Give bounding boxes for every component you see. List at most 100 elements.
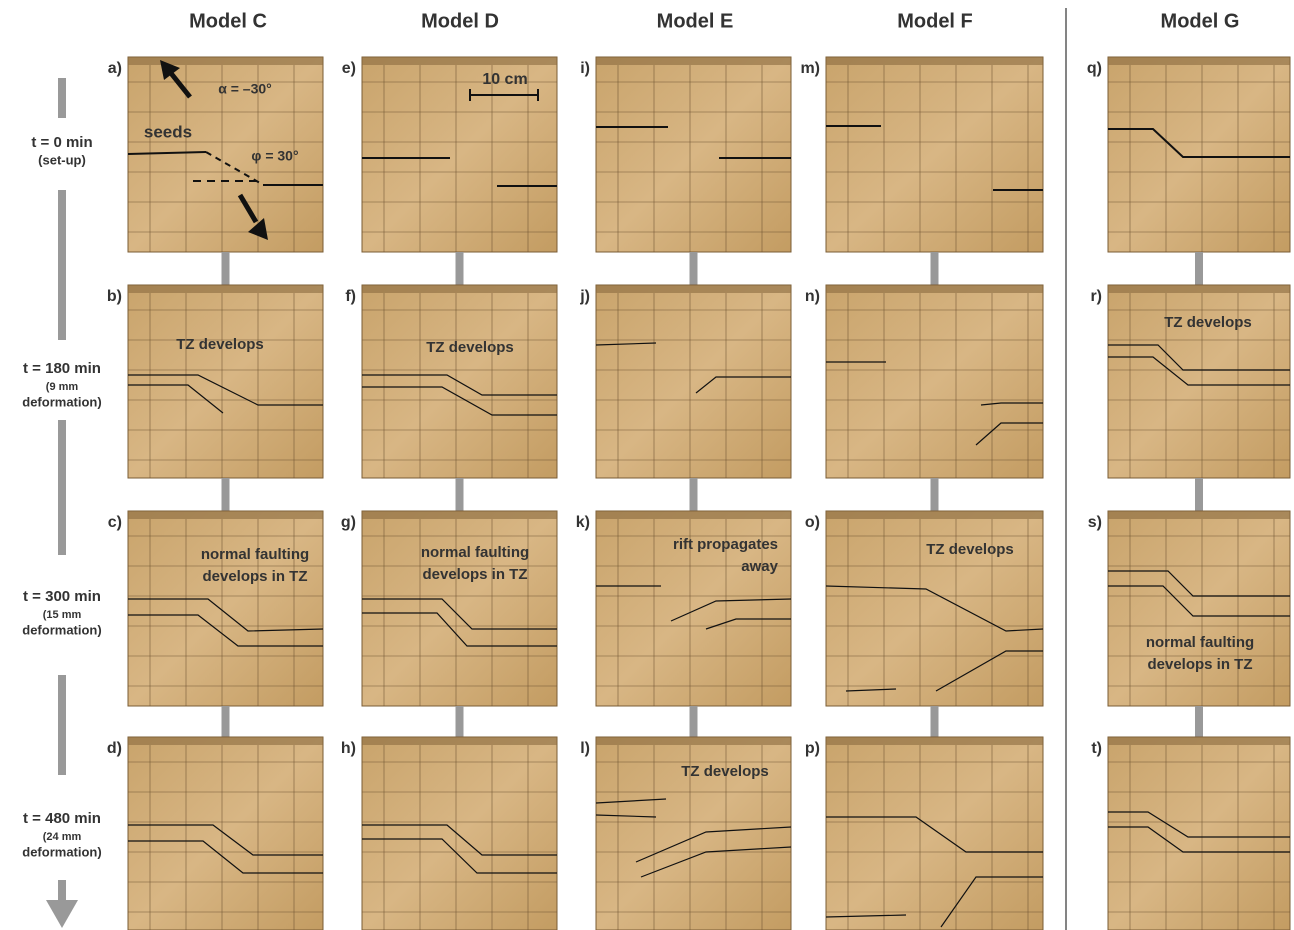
panel-letter: r) — [1090, 288, 1102, 305]
panel-top-edge — [1108, 737, 1290, 745]
panel — [128, 737, 323, 930]
panel-letter: i) — [580, 60, 590, 77]
annotation: develops in TZ — [202, 568, 307, 585]
panel-letter: b) — [107, 288, 122, 305]
row-time: t = 180 min — [23, 360, 101, 377]
panel-top-edge — [826, 511, 1043, 519]
panel-letter: n) — [805, 288, 820, 305]
panel — [362, 737, 557, 930]
connector — [456, 706, 464, 737]
panel — [128, 511, 323, 706]
panel-top-edge — [128, 737, 323, 745]
panel-letter: s) — [1088, 514, 1102, 531]
panel-letter: g) — [341, 514, 356, 531]
panel-photo — [1108, 737, 1290, 930]
panel-top-edge — [362, 737, 557, 745]
panel-top-edge — [596, 285, 791, 293]
panel-letter: t) — [1091, 740, 1102, 757]
panel-letter: k) — [576, 514, 590, 531]
column-title: Model G — [1161, 10, 1240, 32]
panel-top-edge — [362, 511, 557, 519]
panel-photo — [1108, 511, 1290, 706]
panel-top-edge — [128, 511, 323, 519]
panel-letter: e) — [342, 60, 356, 77]
panel — [596, 57, 791, 252]
connector — [1195, 478, 1203, 511]
panel — [362, 511, 557, 706]
connector — [1195, 706, 1203, 737]
panel-letter: o) — [805, 514, 820, 531]
timeline — [46, 78, 78, 928]
connector — [931, 478, 939, 511]
annotation: TZ develops — [681, 763, 769, 780]
connector — [222, 478, 230, 511]
panel-letter: m) — [800, 60, 820, 77]
panel-top-edge — [826, 285, 1043, 293]
panel — [362, 285, 557, 478]
annotation: TZ develops — [926, 541, 1014, 558]
panel-photo — [826, 285, 1043, 478]
panel-letter: f) — [345, 288, 356, 305]
connector — [456, 478, 464, 511]
row-detail: deformation) — [22, 394, 101, 409]
row-time: t = 480 min — [23, 810, 101, 827]
panel-letter: q) — [1087, 60, 1102, 77]
connector — [1195, 252, 1203, 285]
panel-letter: a) — [108, 60, 122, 77]
panel-letter: p) — [805, 740, 820, 757]
column-title: Model E — [657, 10, 734, 32]
panel-letter: c) — [108, 514, 122, 531]
row-detail: (15 mm — [43, 609, 82, 621]
annotation: develops in TZ — [1147, 656, 1252, 673]
panel-letter: d) — [107, 740, 122, 757]
panel-top-edge — [1108, 511, 1290, 519]
panel-top-edge — [826, 737, 1043, 745]
panel-top-edge — [362, 57, 557, 65]
panel — [362, 57, 557, 252]
panel-top-edge — [1108, 57, 1290, 65]
panel-photo — [826, 737, 1043, 930]
panel-top-edge — [128, 57, 323, 65]
figure: Model Ca)seedsα = –30°φ = 30°b)TZ develo… — [0, 0, 1294, 930]
annotation: φ = 30° — [251, 148, 298, 164]
row-detail: deformation) — [22, 622, 101, 637]
panel-photo — [826, 57, 1043, 252]
panel — [1108, 57, 1290, 252]
annotation: develops in TZ — [422, 566, 527, 583]
connector — [690, 478, 698, 511]
annotation: rift propagates — [673, 536, 778, 553]
panel — [1108, 737, 1290, 930]
row-detail: (24 mm — [43, 831, 82, 843]
panel-top-edge — [826, 57, 1043, 65]
row-time: t = 300 min — [23, 588, 101, 605]
panel — [826, 737, 1043, 930]
panel-photo — [1108, 57, 1290, 252]
connector — [690, 252, 698, 285]
panel-top-edge — [1108, 285, 1290, 293]
panel — [596, 285, 791, 478]
panel-letter: j) — [579, 288, 590, 305]
panel-top-edge — [596, 511, 791, 519]
panel-letter: h) — [341, 740, 356, 757]
panel-letter: l) — [580, 740, 590, 757]
connector — [931, 706, 939, 737]
annotation: normal faulting — [201, 546, 309, 563]
panel — [1108, 511, 1290, 706]
annotation: normal faulting — [1146, 634, 1254, 651]
annotation: TZ develops — [426, 339, 514, 356]
annotation: normal faulting — [421, 544, 529, 561]
panel — [128, 285, 323, 478]
column-title: Model F — [897, 10, 973, 32]
connector — [222, 706, 230, 737]
row-detail: deformation) — [22, 844, 101, 859]
panel-top-edge — [596, 57, 791, 65]
connector — [690, 706, 698, 737]
annotation: TZ develops — [176, 336, 264, 353]
annotation: seeds — [144, 122, 192, 141]
row-time: t = 0 min — [31, 134, 92, 151]
column-title: Model D — [421, 10, 499, 32]
connector — [222, 252, 230, 285]
panel — [826, 57, 1043, 252]
annotation: 10 cm — [482, 71, 527, 88]
annotation: TZ develops — [1164, 314, 1252, 331]
